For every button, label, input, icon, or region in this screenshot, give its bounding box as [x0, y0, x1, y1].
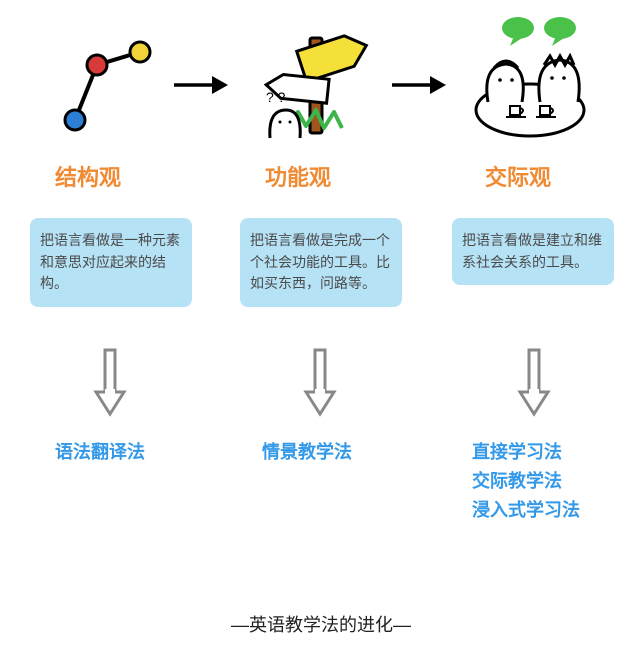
method-structure: 语法翻译法	[55, 438, 145, 467]
icons-row: ? ?	[0, 0, 642, 160]
title-function: 功能观	[265, 160, 331, 192]
method-item: 交际教学法	[472, 467, 580, 496]
down-arrow-icon	[516, 348, 552, 418]
methods-row: 语法翻译法 情景教学法 直接学习法 交际教学法 浸入式学习法	[0, 438, 642, 538]
arrow-icon	[390, 70, 450, 100]
footer-caption: —英语教学法的进化—	[0, 611, 642, 637]
structure-icon	[35, 10, 175, 150]
method-item: 直接学习法	[472, 438, 580, 467]
function-icon: ? ?	[240, 10, 380, 150]
desc-structure: 把语言看做是一种元素和意思对应起来的结构。	[30, 218, 192, 307]
down-arrow-icon	[92, 348, 128, 418]
method-communication: 直接学习法 交际教学法 浸入式学习法	[472, 438, 580, 524]
arrow-icon	[172, 70, 232, 100]
downarrows-row	[0, 348, 642, 438]
method-function: 情景教学法	[262, 438, 352, 467]
titles-row: 结构观 功能观 交际观	[0, 160, 642, 200]
method-item: 浸入式学习法	[472, 496, 580, 525]
communication-icon	[460, 10, 600, 150]
down-arrow-icon	[302, 348, 338, 418]
descriptions-row: 把语言看做是一种元素和意思对应起来的结构。 把语言看做是完成一个个社会功能的工具…	[0, 218, 642, 338]
method-item: 语法翻译法	[55, 438, 145, 467]
title-structure: 结构观	[55, 160, 121, 192]
method-item: 情景教学法	[262, 438, 352, 467]
desc-communication: 把语言看做是建立和维系社会关系的工具。	[452, 218, 614, 285]
svg-text:? ?: ? ?	[266, 89, 286, 105]
title-communication: 交际观	[485, 160, 551, 192]
desc-function: 把语言看做是完成一个个社会功能的工具。比如买东西，问路等。	[240, 218, 402, 307]
